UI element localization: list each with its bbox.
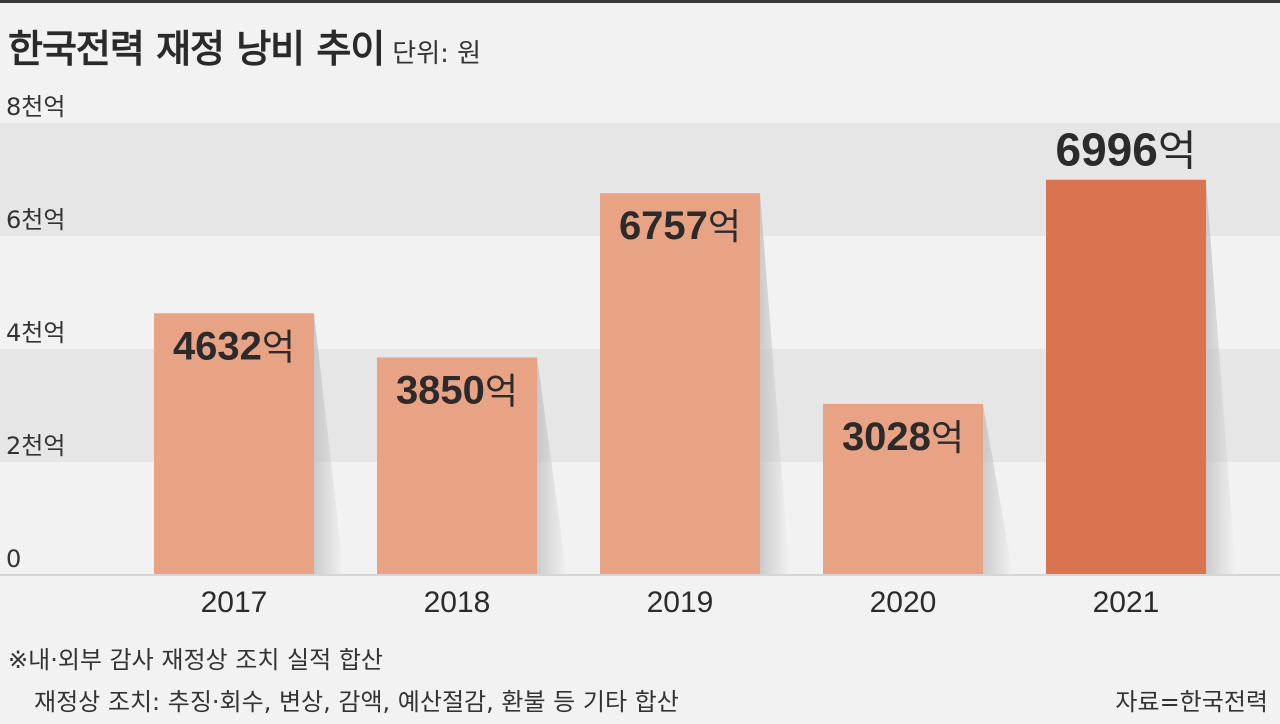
value-label: 6996억 bbox=[1056, 124, 1197, 176]
y-tick-label: 6천억 bbox=[6, 206, 65, 234]
bar-shadow bbox=[537, 357, 567, 575]
bar-shadow bbox=[314, 313, 344, 575]
x-tick-label: 2017 bbox=[201, 586, 268, 619]
bar-shadow bbox=[983, 403, 1013, 575]
source-label: 자료=한국전력 bbox=[1115, 688, 1268, 716]
bar-shadow bbox=[1206, 179, 1236, 575]
chart-header: 한국전력 재정 낭비 추이 단위: 원 bbox=[8, 18, 481, 73]
value-number: 6996 bbox=[1056, 124, 1158, 176]
value-number: 4632 bbox=[173, 324, 262, 368]
x-tick-label: 2021 bbox=[1093, 586, 1160, 619]
bar-2021 bbox=[1046, 179, 1206, 575]
bar-shadow bbox=[760, 193, 790, 575]
value-label: 3850억 bbox=[396, 368, 518, 412]
y-tick-label: 0 bbox=[6, 545, 21, 573]
value-label: 6757억 bbox=[619, 204, 741, 248]
value-unit: 억 bbox=[931, 417, 964, 458]
bar-2017 bbox=[154, 313, 314, 575]
unit-label: 단위: 원 bbox=[392, 39, 482, 69]
value-label: 3028억 bbox=[842, 415, 964, 459]
footnote-line-2: 재정상 조치: 추징·회수, 변상, 감액, 예산절감, 환불 등 기타 합산 bbox=[34, 688, 679, 716]
footnote-line-1: ※내·외부 감사 재정상 조치 실적 합산 bbox=[8, 646, 384, 674]
value-unit: 억 bbox=[262, 326, 295, 367]
x-tick-label: 2019 bbox=[647, 586, 714, 619]
value-unit: 억 bbox=[708, 206, 741, 247]
value-number: 6757 bbox=[619, 204, 708, 248]
value-unit: 억 bbox=[485, 370, 518, 411]
value-number: 3028 bbox=[842, 415, 931, 459]
value-label: 4632억 bbox=[173, 324, 295, 368]
y-tick-label: 4천억 bbox=[6, 319, 65, 347]
top-rule bbox=[0, 0, 1280, 3]
bar-2020 bbox=[823, 403, 983, 575]
bar-2018 bbox=[377, 357, 537, 575]
chart-title: 한국전력 재정 낭비 추이 bbox=[8, 27, 385, 71]
y-tick-label: 2천억 bbox=[6, 432, 65, 460]
bar-chart: 02천억4천억6천억8천억4632억20173850억20186757억2019… bbox=[0, 93, 1280, 619]
value-number: 3850 bbox=[396, 368, 485, 412]
value-unit: 억 bbox=[1158, 128, 1197, 175]
bar-2019 bbox=[600, 193, 760, 575]
y-tick-label: 8천억 bbox=[6, 93, 65, 121]
x-tick-label: 2018 bbox=[424, 586, 491, 619]
x-tick-label: 2020 bbox=[870, 586, 937, 619]
